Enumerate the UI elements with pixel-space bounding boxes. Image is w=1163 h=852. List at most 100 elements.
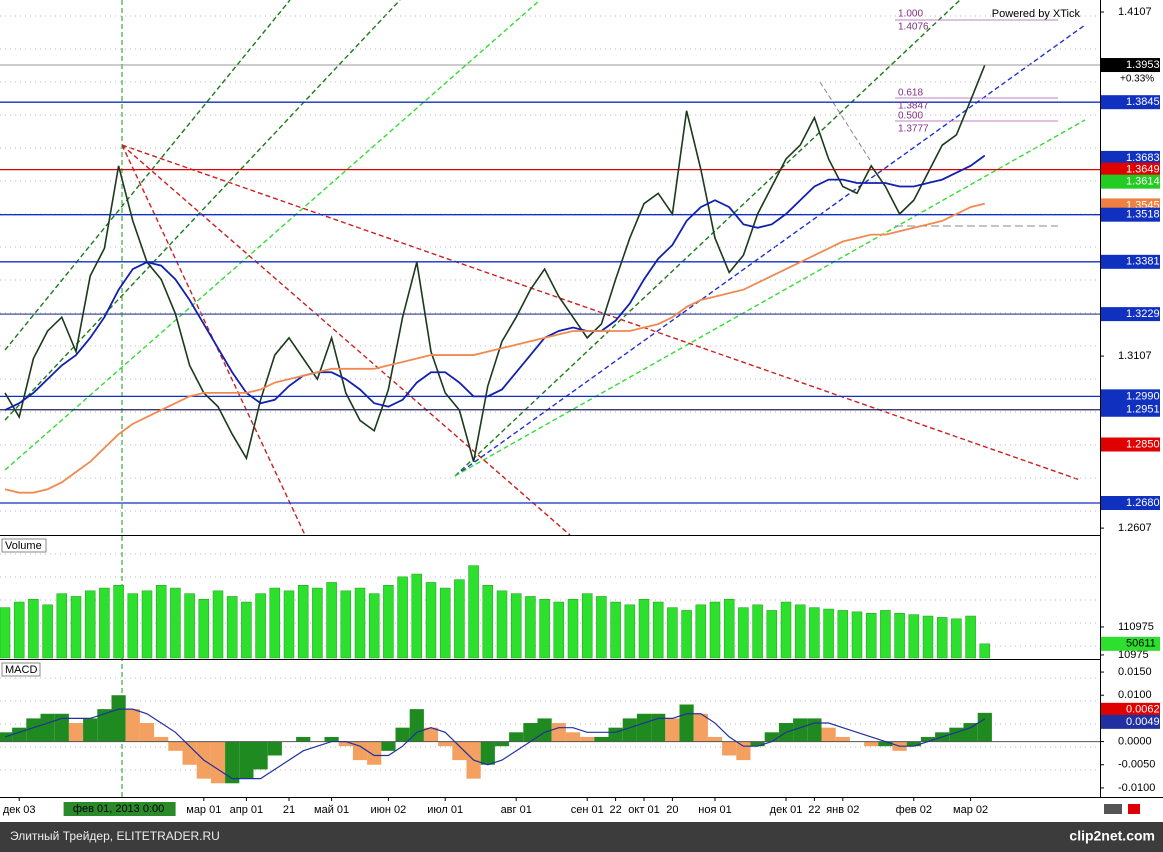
- macd-bar: [125, 709, 140, 742]
- level-box: [1101, 496, 1160, 511]
- volume-bar: [581, 593, 593, 659]
- macd-bar: [651, 713, 666, 742]
- footer-bar: [0, 822, 1163, 852]
- x-tick-label: мар 02: [953, 804, 988, 816]
- level-box: [1101, 150, 1160, 165]
- volume-bar: [439, 587, 451, 659]
- x-tick-label: дек 03: [3, 804, 36, 816]
- macd-bar: [920, 736, 936, 742]
- macd-bar: [509, 732, 524, 742]
- trend-lines: [4, 0, 1086, 800]
- level-label: 1.2850: [1126, 438, 1160, 450]
- footer-logo: clip2net.com: [1069, 828, 1155, 844]
- volume-bar: [468, 565, 479, 659]
- watermark: Powered by XTick: [992, 8, 1081, 20]
- level-label: 1.3229: [1126, 308, 1160, 320]
- volume-bar: [184, 593, 195, 659]
- y-tick-label: 110975: [1118, 621, 1154, 633]
- x-tick-label: дек 01: [770, 804, 803, 816]
- volume-bar: [894, 612, 905, 659]
- volume-bar: [766, 610, 778, 659]
- volume-bar: [170, 587, 181, 659]
- volume-bar: [851, 611, 863, 659]
- x-tick-label: 21: [283, 804, 295, 816]
- macd-bar: [565, 732, 581, 742]
- volume-bar: [908, 614, 920, 659]
- macd-bar: [338, 741, 353, 747]
- macd-value-label: 0.0062: [1126, 704, 1160, 716]
- y-tick-label: -0.0100: [1118, 782, 1155, 794]
- level-label: 1.3614: [1126, 176, 1160, 188]
- level-box: [1101, 174, 1160, 189]
- volume-bar: [951, 618, 962, 659]
- volume-bar: [0, 607, 11, 659]
- scroll-icon[interactable]: [1104, 804, 1122, 814]
- volume-bar: [198, 598, 210, 659]
- x-tick-label: ноя 01: [698, 804, 731, 816]
- volume-bar: [723, 598, 735, 659]
- level-box: [1101, 207, 1160, 222]
- x-tick-label: июн 02: [371, 804, 407, 816]
- series-line: [4, 202, 986, 494]
- last-volume-box: [1101, 636, 1160, 651]
- close-icon[interactable]: [1128, 804, 1140, 814]
- level-box: [1101, 162, 1160, 177]
- macd-bar: [324, 736, 339, 742]
- macd-bar: [210, 741, 226, 784]
- volume-bar: [13, 601, 25, 659]
- volume-bar: [368, 593, 380, 659]
- macd-bar: [367, 741, 382, 765]
- macd-bar: [111, 695, 126, 742]
- macd-bar: [83, 718, 98, 742]
- macd-bar: [381, 741, 396, 751]
- volume-bar: [454, 579, 465, 659]
- volume-bar: [283, 590, 295, 659]
- panel-borders: [0, 0, 1163, 798]
- volume-bar: [70, 596, 82, 659]
- volume-bar: [553, 601, 565, 659]
- macd-bar: [537, 718, 552, 742]
- volume-bar: [809, 607, 820, 659]
- series-line: [4, 64, 986, 462]
- volume-bar: [652, 601, 664, 659]
- level-label: 1.3381: [1126, 256, 1160, 268]
- volume-bar: [397, 576, 408, 659]
- macd-bar: [679, 704, 694, 742]
- volume-bar: [880, 610, 891, 659]
- volume-bar: [113, 584, 124, 659]
- volume-bar: [667, 607, 678, 659]
- macd-bar: [764, 732, 779, 742]
- macd-bar: [423, 727, 439, 742]
- macd-bar: [750, 741, 765, 747]
- level-box: [1101, 307, 1160, 322]
- level-box: [1101, 437, 1160, 452]
- macd-bar: [239, 741, 254, 779]
- volume-bar: [596, 596, 607, 659]
- macd-bar: [707, 736, 723, 742]
- volume-bar: [241, 601, 252, 659]
- volume-bar: [823, 608, 834, 659]
- macd-bar: [963, 723, 978, 742]
- macd-bar: [68, 723, 84, 742]
- macd-bar: [395, 727, 410, 742]
- macd-bar: [438, 741, 453, 747]
- x-tick-label: 22: [609, 804, 621, 816]
- fib-label: 1.4076: [898, 22, 929, 33]
- macd-bar: [821, 727, 836, 742]
- macd-bar: [139, 723, 155, 742]
- volume-bar: [383, 584, 394, 659]
- x-tick-label: май 01: [314, 804, 349, 816]
- macd-bar: [54, 713, 69, 742]
- macd-bar: [523, 723, 538, 742]
- macd-bar: [12, 727, 27, 742]
- macd-bar: [253, 741, 268, 770]
- volume-bar: [297, 584, 309, 659]
- volume-bar: [482, 584, 494, 659]
- volume-bar: [965, 615, 976, 659]
- macd-bar: [168, 741, 183, 751]
- macd-bar: [793, 718, 808, 742]
- y-tick-label: 1.2607: [1118, 522, 1152, 534]
- macd-bar: [807, 718, 822, 742]
- footer-text: Элитный Трейдер, ELITETRADER.RU: [10, 829, 220, 843]
